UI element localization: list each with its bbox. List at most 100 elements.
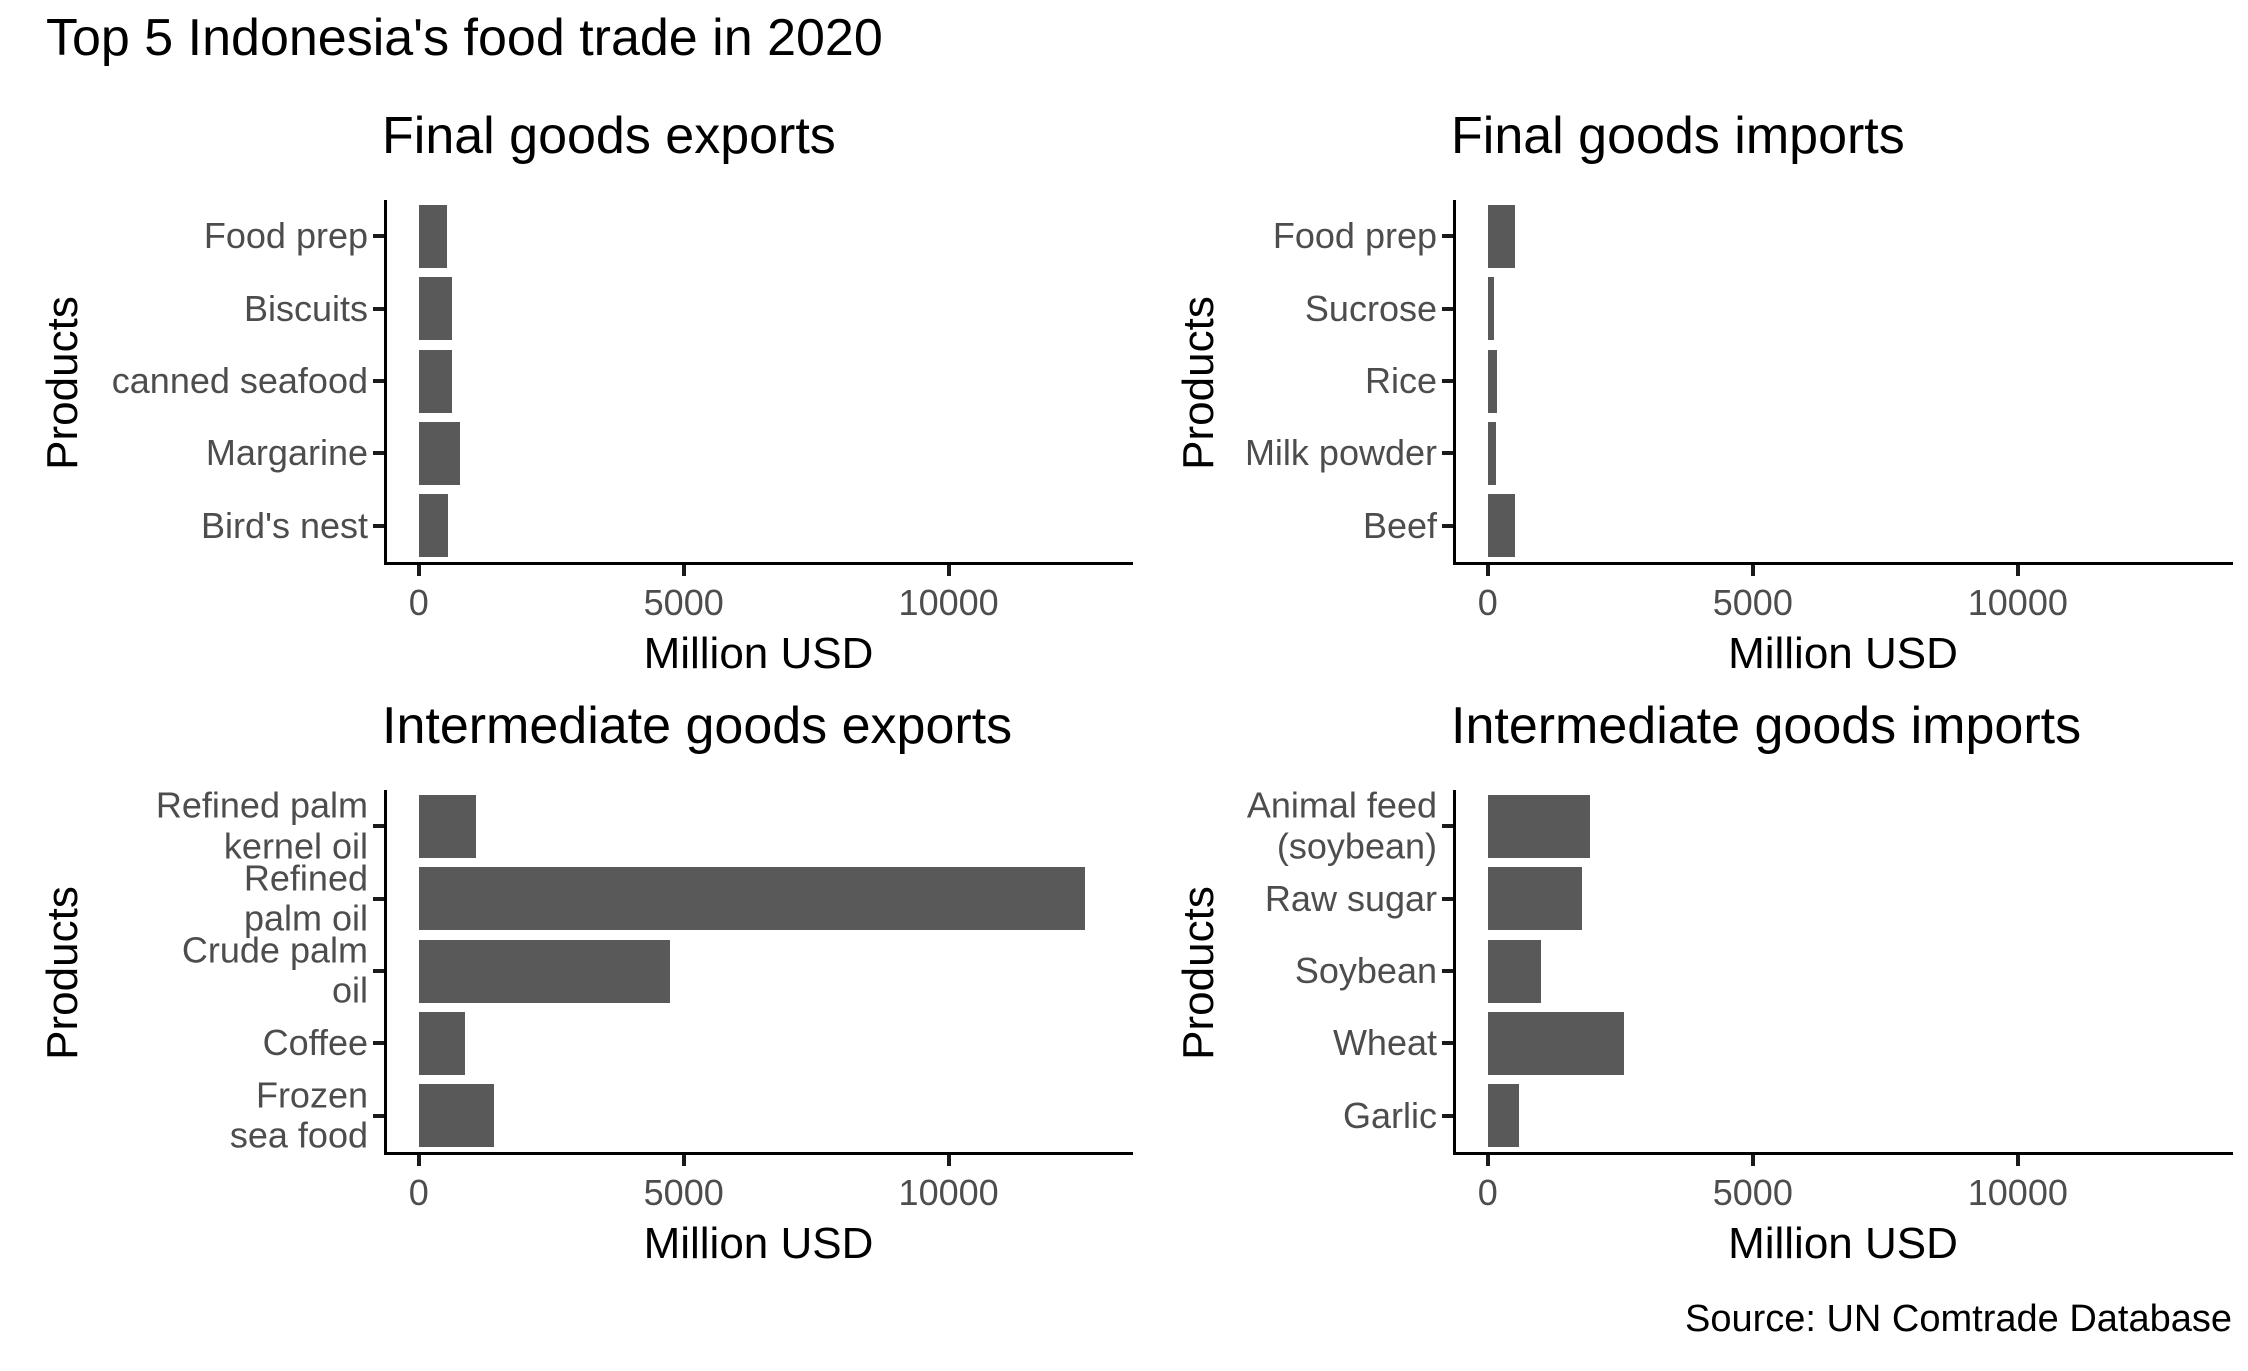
x-tick [681,1155,686,1166]
bar [1487,939,1541,1003]
bar [1487,867,1583,931]
bar [1487,421,1496,485]
x-axis-title: Million USD [643,629,874,678]
bar [418,204,447,268]
y-tick [373,523,384,528]
bar [1487,349,1497,413]
bar [1487,204,1516,268]
figure-title: Top 5 Indonesia's food trade in 2020 [46,9,883,67]
y-axis-title: Products [38,885,87,1060]
plot-area [1453,200,2233,565]
x-axis-title: Million USD [643,1219,874,1268]
panel-title: Final goods imports [1451,107,1905,165]
x-tick [1750,1155,1755,1166]
x-tick [1750,565,1755,576]
x-tick-label: 10000 [1967,582,2068,623]
y-tick [1442,306,1453,311]
x-tick-label: 0 [408,582,429,623]
y-tick [1442,234,1453,239]
y-tick-label: Rice [1364,359,1437,401]
x-tick-label: 5000 [1712,582,1793,623]
y-tick-label: Food prep [203,215,368,257]
x-tick-label: 5000 [643,1172,724,1213]
plot-area [1453,790,2233,1155]
x-tick [946,1155,951,1166]
y-tick [1442,1113,1453,1118]
y-tick [373,234,384,239]
y-tick-label: Crude palm oil [181,929,368,1011]
y-tick-label: Coffee [262,1022,368,1064]
y-tick-label: Sucrose [1304,287,1437,329]
bar [418,939,670,1003]
bar [418,1011,466,1075]
x-tick [681,565,686,576]
bar [418,349,452,413]
source-note: Source: UN Comtrade Database [1684,1298,2232,1340]
x-axis-title: Million USD [1728,1219,1958,1268]
x-tick [2015,1155,2020,1166]
bar [418,1084,495,1148]
bar [418,277,453,341]
plot-area [384,790,1133,1155]
y-tick [1442,379,1453,383]
y-tick [1442,969,1453,973]
bar [1487,1011,1624,1075]
x-tick-label: 5000 [1712,1172,1793,1213]
x-tick [1485,565,1490,576]
y-tick-label: Refined palm oil [243,857,368,939]
x-tick [416,565,421,576]
x-tick-label: 0 [408,1172,429,1213]
x-tick-label: 0 [1477,1172,1498,1213]
y-tick [373,969,384,973]
y-tick-label: Wheat [1332,1022,1437,1064]
y-tick-label: Food prep [1272,215,1437,257]
y-axis-title: Products [1174,295,1223,470]
y-tick-label: Bird's nest [201,504,368,546]
bar [1487,794,1590,858]
y-tick [373,1113,384,1118]
y-tick [1442,451,1453,456]
y-tick-label: Garlic [1342,1094,1437,1136]
y-tick [373,306,384,311]
x-tick-label: 10000 [898,1172,999,1213]
panel-title: Final goods exports [382,107,836,165]
x-tick [1485,1155,1490,1166]
x-tick [416,1155,421,1166]
y-tick [373,1041,384,1046]
y-tick [1442,1041,1453,1046]
y-tick [373,824,384,829]
y-tick-label: canned seafood [111,359,368,401]
y-tick-label: Soybean [1294,949,1437,991]
y-tick [1442,824,1453,829]
plot-area [384,200,1133,565]
bar [418,421,461,485]
bar [418,494,449,558]
y-tick-label: Refined palm kernel oil [155,784,368,867]
x-axis-title: Million USD [1728,629,1958,678]
y-tick-label: Margarine [205,432,368,474]
x-tick-label: 5000 [643,582,724,623]
y-tick [1442,523,1453,528]
y-tick-label: Animal feed (soybean) [1246,784,1437,867]
y-tick-label: Raw sugar [1264,877,1437,919]
y-tick [373,379,384,383]
x-tick-label: 0 [1477,582,1498,623]
panel-title: Intermediate goods exports [382,697,1013,755]
y-tick [373,451,384,456]
y-tick-label: Beef [1362,504,1437,546]
bar [1487,494,1516,558]
y-tick-label: Biscuits [243,287,368,329]
y-tick [1442,896,1453,901]
bar [1487,1084,1519,1148]
x-tick [946,565,951,576]
x-tick-label: 10000 [1967,1172,2068,1213]
y-tick-label: Frozen sea food [229,1074,368,1156]
panel-title: Intermediate goods imports [1451,697,2082,755]
x-tick-label: 10000 [898,582,999,623]
bar [418,794,476,858]
